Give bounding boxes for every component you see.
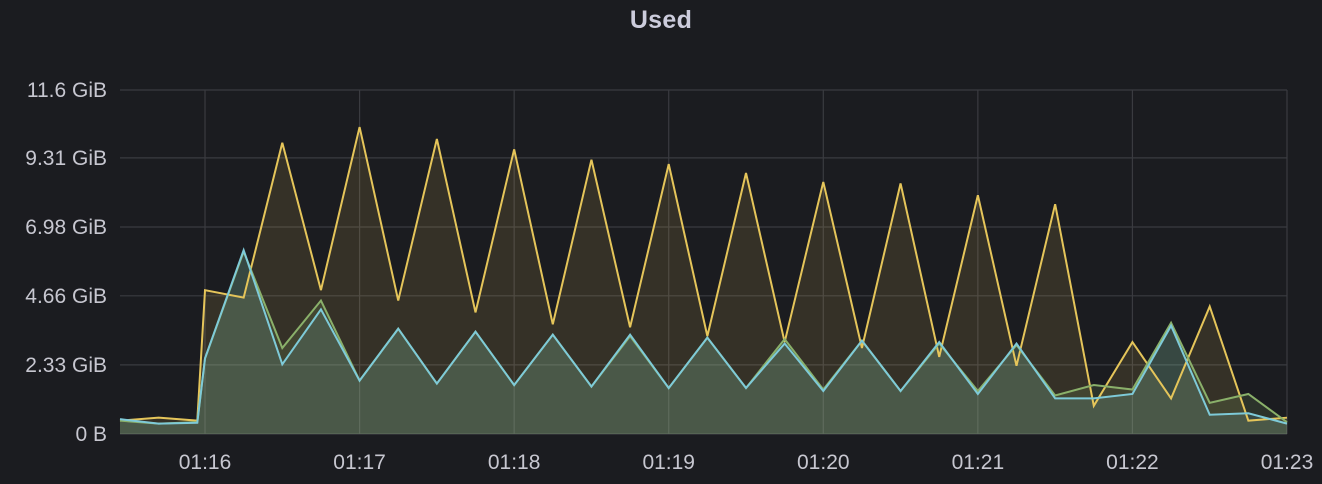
data-point bbox=[1054, 394, 1056, 396]
data-point bbox=[745, 172, 747, 174]
data-point bbox=[474, 311, 476, 313]
data-point bbox=[822, 390, 824, 392]
data-point bbox=[1170, 322, 1172, 324]
data-point bbox=[1093, 384, 1095, 386]
data-point bbox=[668, 387, 670, 389]
data-point bbox=[397, 328, 399, 330]
data-point bbox=[977, 390, 979, 392]
data-point bbox=[590, 158, 592, 160]
data-point bbox=[320, 299, 322, 301]
data-point bbox=[242, 249, 244, 251]
y-tick-label: 9.31 GiB bbox=[25, 147, 107, 170]
data-point bbox=[1247, 419, 1249, 421]
data-point bbox=[1247, 412, 1249, 414]
data-point bbox=[157, 422, 159, 424]
data-point bbox=[861, 347, 863, 349]
data-point bbox=[1015, 365, 1017, 367]
data-point bbox=[1247, 393, 1249, 395]
data-point bbox=[513, 384, 515, 386]
data-point bbox=[938, 356, 940, 358]
series-line bbox=[119, 126, 1288, 422]
x-tick-label: 01:19 bbox=[642, 451, 695, 474]
data-point bbox=[1093, 405, 1095, 407]
data-point bbox=[204, 357, 206, 359]
data-point bbox=[204, 289, 206, 291]
series-area bbox=[120, 250, 1287, 434]
data-point bbox=[861, 339, 863, 341]
data-point bbox=[1015, 342, 1017, 344]
data-point bbox=[281, 347, 283, 349]
y-tick-label: 6.98 GiB bbox=[25, 216, 107, 239]
data-point bbox=[899, 182, 901, 184]
data-point bbox=[590, 385, 592, 387]
data-point bbox=[397, 299, 399, 301]
x-tick-label: 01:22 bbox=[1106, 451, 1159, 474]
y-tick-label: 11.6 GiB bbox=[27, 79, 107, 102]
data-point bbox=[358, 379, 360, 381]
data-point bbox=[1286, 416, 1288, 418]
data-point bbox=[552, 323, 554, 325]
data-point bbox=[1170, 325, 1172, 327]
data-point bbox=[119, 418, 121, 420]
x-tick-label: 01:16 bbox=[179, 451, 232, 474]
data-point bbox=[977, 393, 979, 395]
data-point bbox=[629, 333, 631, 335]
series-area bbox=[120, 127, 1287, 434]
data-point bbox=[436, 382, 438, 384]
x-tick-label: 01:21 bbox=[952, 451, 1005, 474]
data-point bbox=[1093, 397, 1095, 399]
data-point bbox=[1209, 305, 1211, 307]
series-line bbox=[119, 247, 1288, 425]
data-point bbox=[242, 296, 244, 298]
data-point bbox=[706, 336, 708, 338]
data-point bbox=[1209, 414, 1211, 416]
data-point bbox=[552, 333, 554, 335]
y-tick-label: 4.66 GiB bbox=[25, 285, 107, 308]
data-point bbox=[474, 330, 476, 332]
data-point bbox=[783, 338, 785, 340]
y-tick-label: 0 B bbox=[75, 423, 107, 446]
data-point bbox=[1054, 203, 1056, 205]
data-point bbox=[281, 363, 283, 365]
data-point bbox=[436, 138, 438, 140]
data-point bbox=[822, 181, 824, 183]
data-point bbox=[281, 142, 283, 144]
data-point bbox=[668, 163, 670, 165]
data-point bbox=[320, 289, 322, 291]
data-point bbox=[745, 387, 747, 389]
data-point bbox=[358, 126, 360, 128]
x-tick-label: 01:18 bbox=[488, 451, 541, 474]
x-tick-label: 01:17 bbox=[333, 451, 386, 474]
data-point bbox=[1131, 393, 1133, 395]
data-point bbox=[320, 308, 322, 310]
data-point bbox=[938, 341, 940, 343]
data-point bbox=[1209, 402, 1211, 404]
data-point bbox=[899, 390, 901, 392]
panel-title[interactable]: Used bbox=[629, 6, 693, 34]
data-point bbox=[1054, 397, 1056, 399]
data-point bbox=[157, 416, 159, 418]
data-point bbox=[196, 422, 198, 424]
data-point bbox=[1131, 341, 1133, 343]
data-point bbox=[1286, 422, 1288, 424]
y-tick-label: 2.33 GiB bbox=[25, 354, 107, 377]
data-point bbox=[513, 148, 515, 150]
x-tick-label: 01:20 bbox=[797, 451, 850, 474]
data-point bbox=[1131, 388, 1133, 390]
data-point bbox=[629, 326, 631, 328]
data-point bbox=[783, 342, 785, 344]
data-point bbox=[977, 194, 979, 196]
x-tick-label: 01:23 bbox=[1261, 451, 1314, 474]
data-point bbox=[1170, 397, 1172, 399]
